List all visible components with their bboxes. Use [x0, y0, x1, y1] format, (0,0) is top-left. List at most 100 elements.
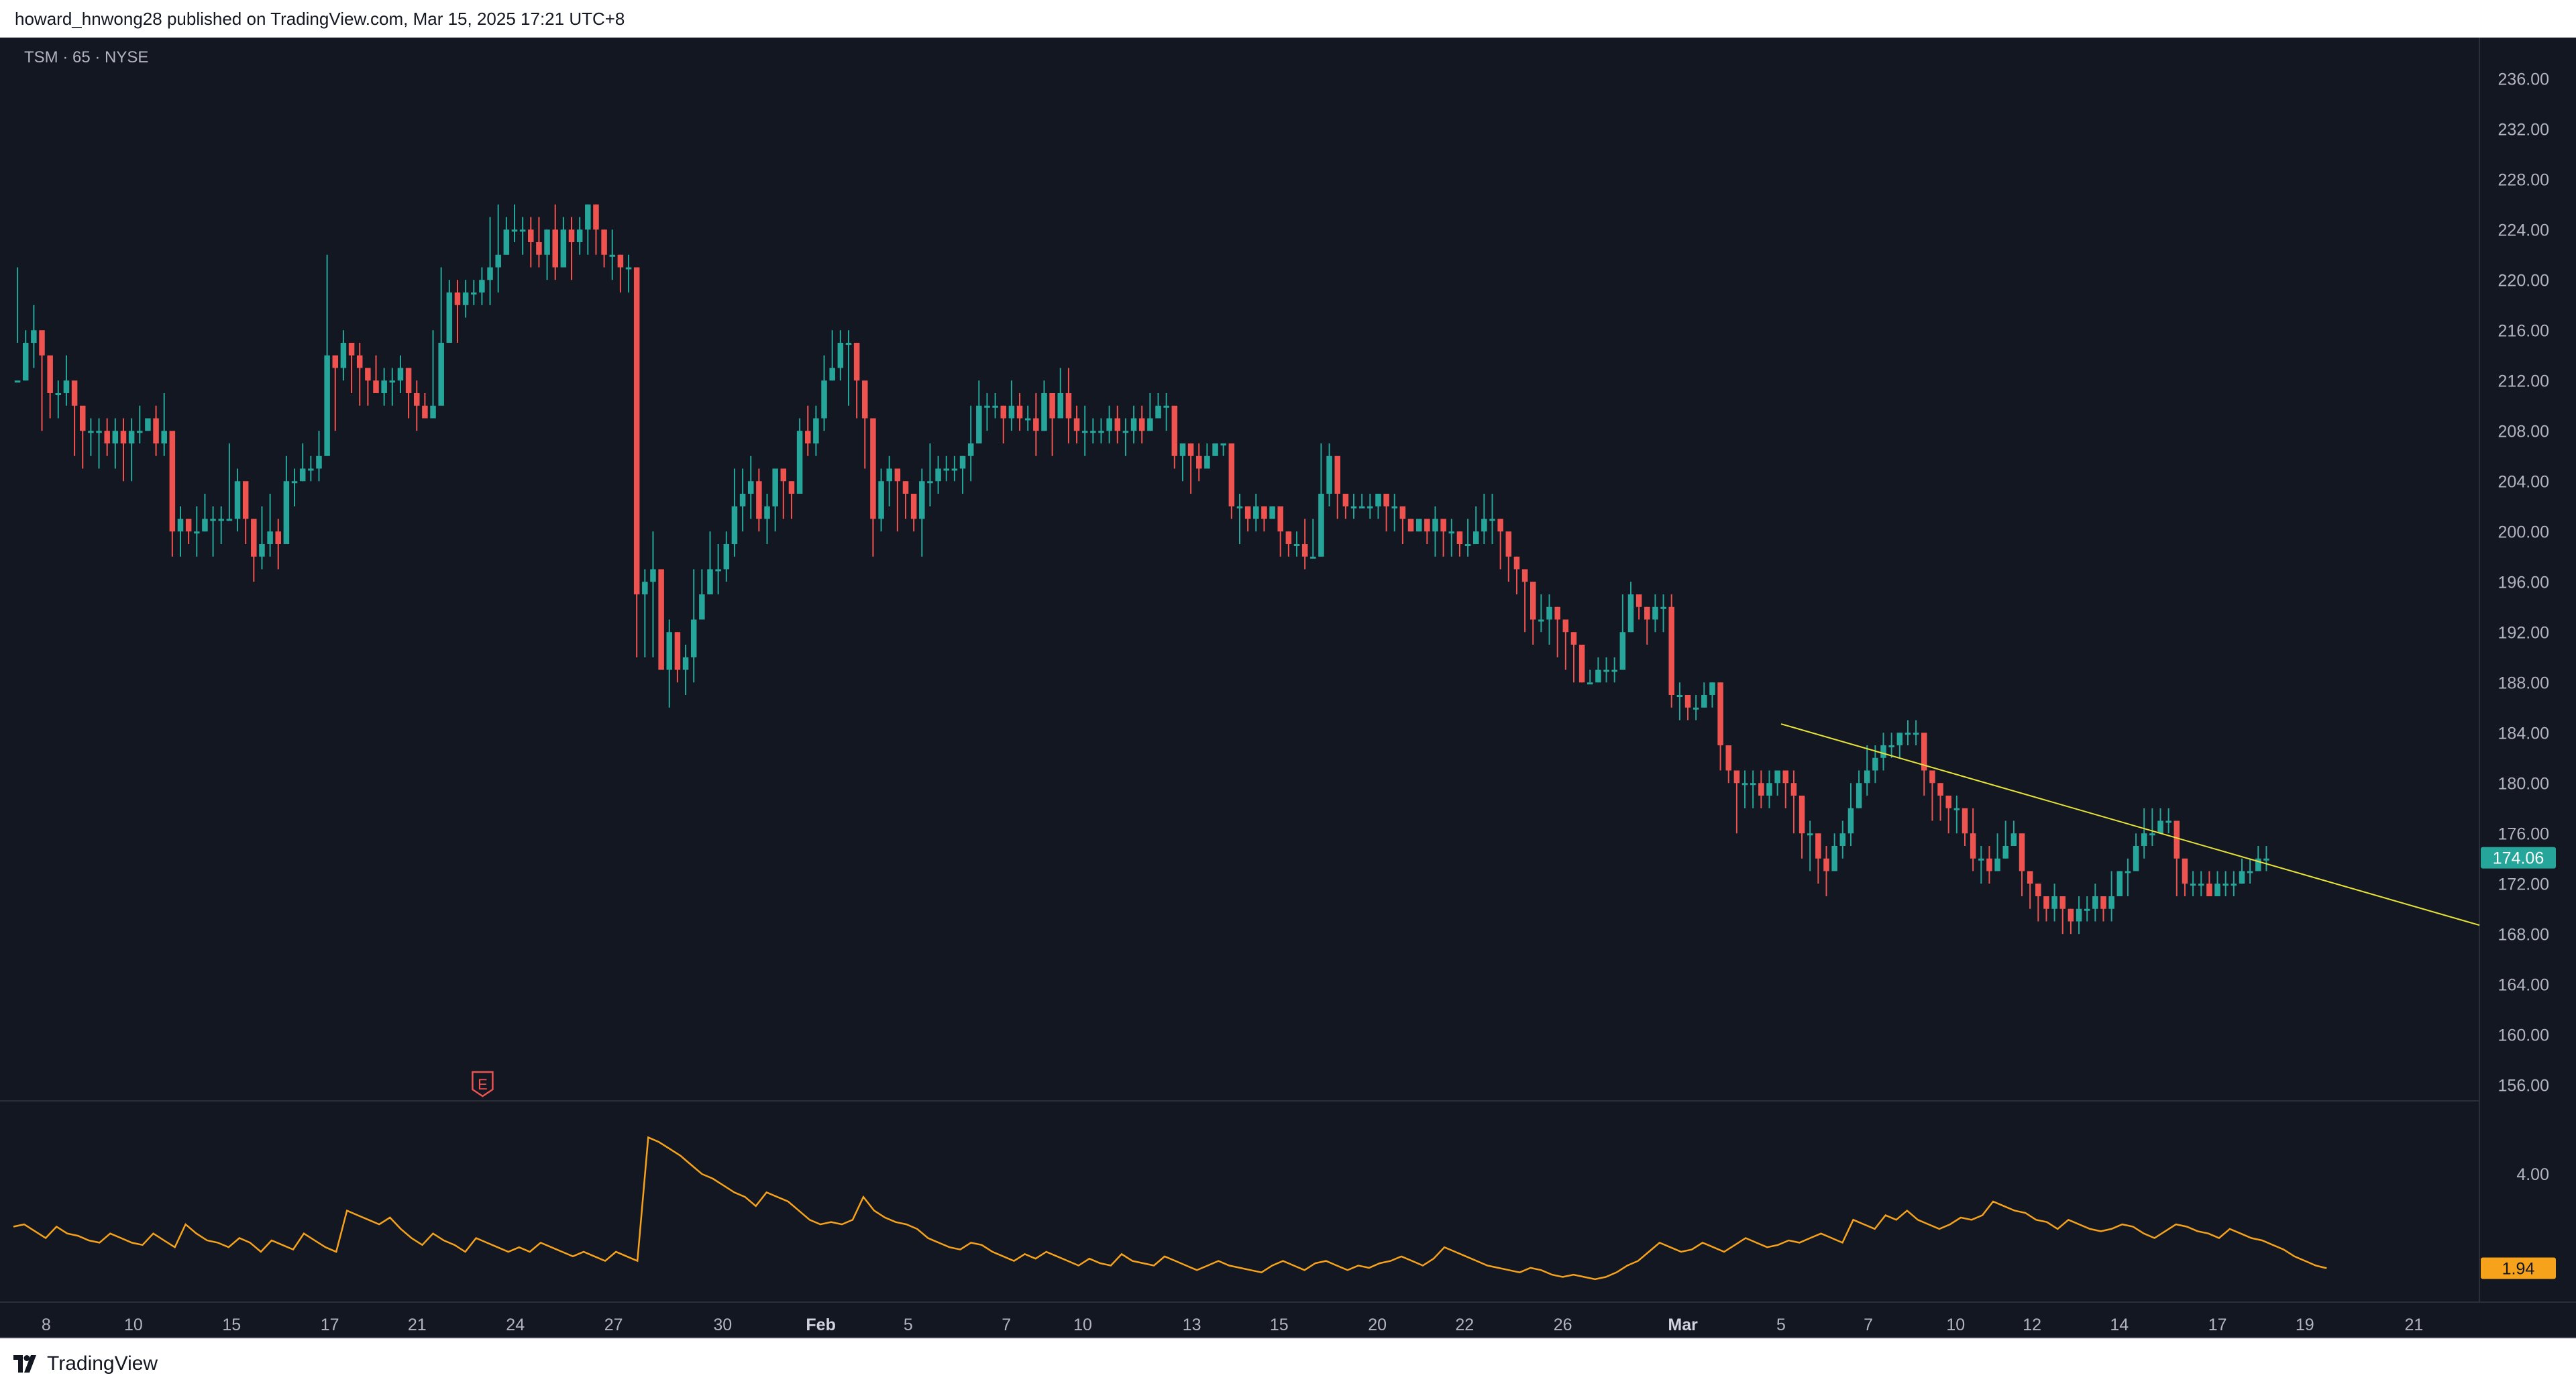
candle-body	[1187, 443, 1194, 456]
candle	[519, 217, 526, 255]
time-axis[interactable]: 8 10 15 17 21 24 27 30 Feb 5 7 10 13 15 20 22 26 Mar 5 7 10 1…	[42, 1316, 2423, 1334]
candle-body	[2190, 884, 2196, 886]
earnings-marker[interactable]: E	[472, 1071, 494, 1098]
candle-body	[1807, 833, 1813, 836]
candle-body	[283, 481, 290, 544]
candle-body	[291, 481, 298, 484]
candle	[984, 393, 990, 431]
candle-body	[1106, 418, 1112, 431]
candle	[1725, 745, 1732, 784]
candle-body	[1481, 519, 1487, 532]
chart-area[interactable]: 236.00 232.00 228.00 224.00 220.00 216.00 212.…	[0, 38, 2576, 1338]
candle	[756, 468, 762, 532]
candle	[340, 330, 347, 381]
candle	[1220, 443, 1226, 456]
candle	[1456, 531, 1463, 557]
candle	[1375, 494, 1381, 519]
candle-body	[1888, 745, 1894, 747]
candle-body	[226, 519, 233, 521]
candle	[14, 267, 21, 383]
publish-header: howard_hnwong28 published on TradingView…	[0, 0, 2576, 39]
candle-body	[739, 494, 746, 506]
time-tick-label: 17	[2208, 1316, 2227, 1334]
indicator-axis[interactable]: 4.00	[2516, 1165, 2549, 1184]
candle	[2239, 858, 2245, 884]
candle-body	[1725, 745, 1732, 771]
candle-body	[633, 267, 640, 594]
indicator-tick-label: 4.00	[2516, 1165, 2549, 1184]
candle-body	[1660, 606, 1666, 609]
candle	[1635, 594, 1642, 620]
candle-body	[299, 468, 306, 482]
candle	[1464, 519, 1471, 557]
candle	[2084, 896, 2090, 922]
candle-body	[1147, 418, 1153, 431]
time-tick-label: 5	[1776, 1316, 1786, 1334]
candle	[1073, 405, 1080, 443]
candle-body	[853, 343, 860, 381]
time-tick-label: 22	[1455, 1316, 1474, 1334]
candle-body	[79, 405, 86, 431]
trendline[interactable]	[1780, 723, 2480, 926]
candle	[1358, 494, 1365, 509]
candle	[2051, 884, 2057, 922]
candle	[1122, 418, 1129, 456]
candle	[1489, 494, 1495, 544]
tradingview-logo[interactable]: TradingView	[13, 1352, 158, 1375]
candle	[1880, 733, 1886, 771]
candle	[1155, 393, 1161, 419]
candle-body	[267, 531, 273, 544]
candle-body	[1953, 808, 1960, 810]
candle	[291, 468, 298, 506]
candle	[194, 506, 200, 557]
candle-body	[568, 229, 575, 242]
candle-body	[1587, 682, 1593, 685]
candle-body	[2231, 884, 2237, 886]
candle	[780, 468, 787, 519]
candle	[1253, 494, 1259, 532]
candle-body	[1766, 783, 1772, 796]
price-axis[interactable]: 236.00 232.00 228.00 224.00 220.00 216.00 212.…	[2498, 70, 2549, 1095]
candle-body	[658, 569, 664, 670]
candle-body	[1668, 606, 1674, 695]
price-tick-label: 164.00	[2498, 975, 2549, 994]
candle-body	[1236, 506, 1243, 509]
candle	[894, 468, 901, 532]
published-info: howard_hnwong28 published on TradingView…	[15, 9, 625, 29]
candle	[870, 418, 876, 557]
indicator-line[interactable]	[13, 1136, 2327, 1281]
candle-body	[128, 431, 135, 443]
time-tick-label: 12	[2023, 1316, 2041, 1334]
candle-body	[1375, 494, 1381, 506]
price-tick-label: 184.00	[2498, 724, 2549, 743]
candle-body	[747, 481, 754, 494]
chart-svg[interactable]: 236.00232.00228.00224.00220.00216.00212.…	[0, 38, 2576, 1338]
candle-body	[202, 519, 208, 532]
candle-body	[528, 229, 534, 242]
candle-body	[682, 657, 689, 670]
candle	[1310, 519, 1316, 559]
candle	[2100, 896, 2106, 922]
time-tick-label: 10	[1073, 1316, 1092, 1334]
candle-body	[1774, 770, 1780, 784]
candle	[886, 456, 892, 506]
candle	[805, 405, 811, 456]
candle	[707, 531, 713, 594]
candle	[63, 355, 70, 406]
candle-body	[1497, 519, 1503, 532]
candle-body	[348, 343, 355, 356]
candle	[430, 330, 436, 419]
candle-body	[1978, 858, 1984, 861]
candle-body	[2174, 820, 2180, 859]
candle	[1293, 531, 1300, 557]
candle	[210, 506, 216, 557]
candle-body	[1033, 418, 1039, 431]
candle	[1196, 443, 1202, 482]
candle	[1856, 770, 1862, 808]
candle	[1904, 720, 1911, 745]
candle-body	[1024, 418, 1031, 421]
candle-body	[902, 481, 909, 494]
candle	[1888, 733, 1894, 758]
candle	[1896, 733, 1903, 758]
symbol-label[interactable]: TSM · 65 · NYSE	[24, 48, 149, 66]
